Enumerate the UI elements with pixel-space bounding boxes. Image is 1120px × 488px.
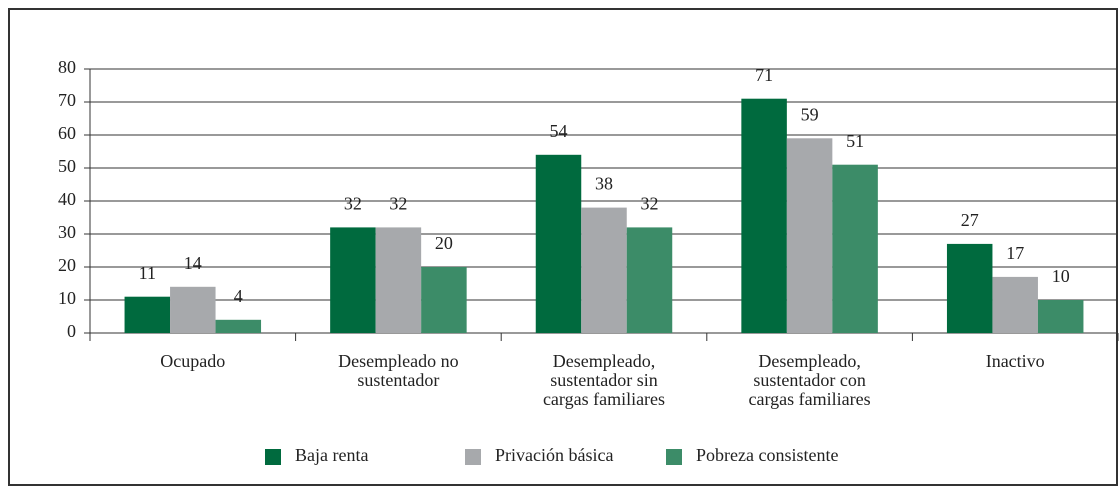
bar [215,319,262,333]
data-label: 32 [641,194,659,214]
bar [170,286,216,333]
data-label: 20 [435,233,453,253]
legend-label: Baja renta [295,445,368,465]
data-label: 71 [755,65,773,85]
y-tick-label: 0 [67,321,76,341]
data-label: 38 [595,174,613,194]
data-label: 51 [846,131,864,151]
bar [832,164,878,333]
legend-swatch [666,449,682,465]
x-tick-label: Ocupado [160,351,225,371]
data-label: 10 [1052,266,1070,286]
data-label: 32 [344,194,362,214]
bar [1037,300,1084,333]
bar [992,276,1038,333]
data-label: 14 [184,253,202,273]
legend-label: Pobreza consistente [696,445,838,465]
data-label: 11 [139,263,156,283]
x-tick-label: Desempleado, sustentador con cargas famili… [749,351,871,409]
bar [421,267,467,333]
data-label: 59 [801,104,819,124]
y-tick-label: 30 [58,222,76,242]
data-label: 17 [1006,243,1024,263]
bar [741,98,787,333]
frame [8,8,1118,486]
data-label: 54 [550,121,568,141]
legend-label: Privación básica [495,445,613,465]
data-label: 27 [961,210,979,230]
x-tick-label: Inactivo [986,351,1045,371]
bar [330,227,376,333]
bar [375,227,422,333]
y-tick-label: 40 [58,189,76,209]
legend-swatch [465,449,481,465]
data-label: 4 [234,286,243,306]
bar [946,243,993,333]
bar [786,138,833,333]
legend-swatch [265,449,281,465]
bar [124,296,171,333]
y-tick-label: 70 [58,90,76,110]
bar [535,154,582,333]
y-tick-label: 60 [58,123,76,143]
bar [626,227,673,333]
bar [581,207,627,333]
y-tick-label: 10 [58,288,76,308]
y-tick-label: 20 [58,255,76,275]
data-label: 32 [389,194,407,214]
x-tick-label: Desempleado no sustentador [338,351,458,390]
y-tick-label: 80 [58,57,76,77]
y-tick-label: 50 [58,156,76,176]
x-tick-label: Desempleado, sustentador sin cargas famili… [543,351,665,409]
